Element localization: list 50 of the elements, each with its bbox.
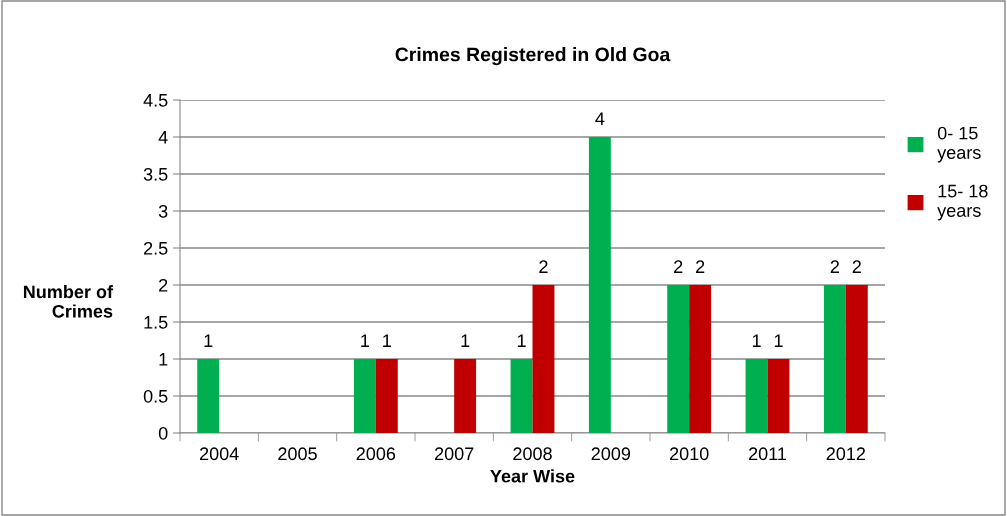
bar — [845, 285, 868, 433]
x-tick-label: 2006 — [356, 447, 396, 461]
data-label: 2 — [696, 260, 705, 273]
data-label: 1 — [204, 334, 213, 347]
bar — [197, 359, 220, 433]
bar — [823, 285, 846, 433]
bar — [767, 359, 790, 433]
x-tick-label: 2008 — [513, 447, 552, 461]
y-axis-title: Number of Crimes — [23, 284, 114, 318]
bar — [667, 285, 690, 433]
data-label: 1 — [517, 334, 526, 347]
bar — [454, 359, 477, 433]
data-label: 2 — [539, 260, 548, 273]
bar — [353, 359, 376, 433]
y-tick-label: 4.5 — [143, 94, 168, 107]
legend-label: 15- 18 years — [937, 184, 988, 221]
x-tick-label: 2011 — [748, 447, 787, 461]
data-label: 2 — [674, 260, 683, 273]
x-tick-label: 2009 — [591, 447, 631, 461]
x-tick-label: 2010 — [669, 447, 709, 461]
y-tick-label: 1.5 — [144, 316, 168, 329]
data-label: 1 — [461, 334, 470, 347]
bar — [532, 285, 555, 433]
y-tick-label: 0.5 — [143, 389, 168, 403]
bar — [745, 359, 768, 433]
y-tick-label: 3.5 — [143, 167, 168, 181]
data-label: 1 — [774, 334, 783, 347]
bar — [588, 137, 611, 433]
data-label: 2 — [852, 260, 861, 273]
bar — [689, 285, 712, 433]
y-tick-label: 3 — [158, 204, 168, 218]
x-axis-title: Year Wise — [490, 469, 575, 483]
y-tick-label: 2.5 — [144, 241, 168, 255]
x-tick-label: 2007 — [434, 447, 474, 461]
x-tick-label: 2004 — [199, 447, 239, 461]
data-label: 1 — [361, 334, 370, 347]
legend-label: 0- 15 years — [937, 126, 981, 163]
chart-title: Crimes Registered in Old Goa — [395, 47, 671, 66]
data-label: 1 — [752, 334, 761, 347]
x-tick-label: 2012 — [826, 447, 866, 461]
data-label: 4 — [595, 112, 605, 125]
data-label: 2 — [830, 260, 839, 273]
y-tick-label: 1 — [159, 353, 168, 366]
bar — [510, 359, 533, 433]
data-label: 1 — [383, 334, 391, 347]
bar — [375, 359, 398, 433]
y-tick-label: 2 — [159, 278, 168, 292]
y-tick-label: 0 — [158, 426, 168, 440]
y-tick-label: 4 — [158, 131, 168, 144]
x-tick-label: 2005 — [278, 447, 317, 461]
